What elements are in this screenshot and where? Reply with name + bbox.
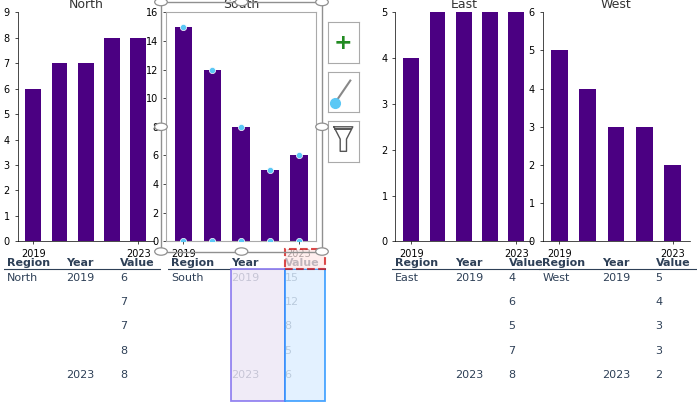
Text: North: North	[7, 273, 38, 283]
Text: Value: Value	[284, 258, 319, 268]
Text: 8: 8	[120, 370, 127, 380]
Text: 5: 5	[655, 273, 662, 283]
Text: +: +	[334, 33, 353, 53]
Text: 6: 6	[508, 297, 515, 307]
Text: 3: 3	[655, 321, 662, 331]
Text: Value: Value	[120, 258, 155, 268]
Bar	[25, 89, 41, 241]
Title: East: East	[450, 0, 477, 11]
Text: 6: 6	[120, 273, 127, 283]
Text: 2019: 2019	[66, 273, 94, 283]
Text: Region: Region	[395, 258, 438, 268]
Bar	[430, 0, 445, 241]
Bar	[551, 50, 568, 241]
Text: Year: Year	[231, 258, 258, 268]
Title: West: West	[601, 0, 631, 11]
Title: South: South	[223, 0, 259, 11]
Text: 5: 5	[284, 346, 292, 356]
Text: Year: Year	[602, 258, 629, 268]
Bar	[52, 63, 67, 241]
Bar	[130, 38, 146, 241]
Text: 7: 7	[120, 297, 127, 307]
Text: 2023: 2023	[231, 370, 259, 380]
Bar	[261, 170, 279, 241]
Bar	[403, 58, 419, 241]
Bar	[456, 12, 472, 241]
Text: 3: 3	[655, 346, 662, 356]
Text: 7: 7	[120, 321, 127, 331]
Text: 6: 6	[284, 370, 292, 380]
Text: Year: Year	[66, 258, 94, 268]
Bar	[636, 127, 652, 241]
Bar	[78, 63, 94, 241]
Text: 8: 8	[508, 370, 516, 380]
Text: 2023: 2023	[602, 370, 630, 380]
Bar	[608, 127, 624, 241]
Text: 4: 4	[655, 297, 663, 307]
Text: Value: Value	[508, 258, 543, 268]
Text: 4: 4	[508, 273, 516, 283]
Bar	[232, 127, 250, 241]
Bar	[580, 89, 596, 241]
Text: 15: 15	[284, 273, 298, 283]
Text: 8: 8	[284, 321, 292, 331]
Text: Region: Region	[171, 258, 214, 268]
Text: 7: 7	[508, 346, 516, 356]
Bar	[664, 165, 681, 241]
Bar	[290, 155, 308, 241]
Bar	[508, 0, 524, 241]
Text: South: South	[171, 273, 204, 283]
Text: 8: 8	[120, 346, 127, 356]
Text: Value: Value	[655, 258, 690, 268]
Bar	[204, 70, 221, 241]
Text: 2023: 2023	[455, 370, 483, 380]
Text: Region: Region	[542, 258, 585, 268]
Text: 5: 5	[508, 321, 515, 331]
Text: 2023: 2023	[66, 370, 94, 380]
Bar	[104, 38, 120, 241]
Text: 2019: 2019	[602, 273, 630, 283]
Text: 12: 12	[284, 297, 299, 307]
Text: 2019: 2019	[455, 273, 483, 283]
Title: North: North	[69, 0, 103, 11]
Text: 2019: 2019	[231, 273, 259, 283]
Bar	[174, 27, 192, 241]
Text: Year: Year	[455, 258, 482, 268]
Text: Region: Region	[7, 258, 50, 268]
Text: 2: 2	[655, 370, 663, 380]
Bar	[482, 0, 498, 241]
Text: East: East	[395, 273, 419, 283]
Text: West: West	[542, 273, 570, 283]
